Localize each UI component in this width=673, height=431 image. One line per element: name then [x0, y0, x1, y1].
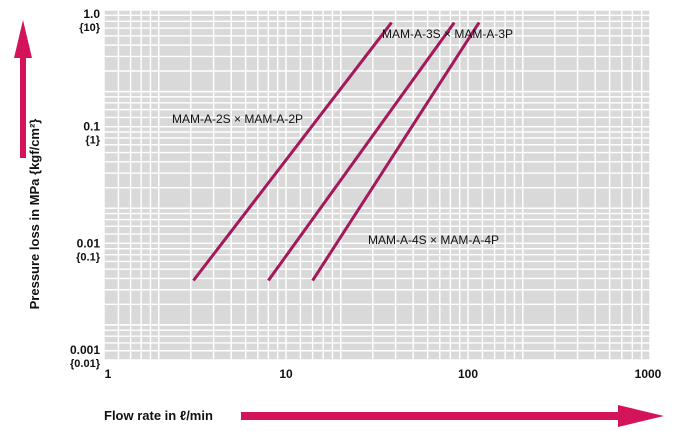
- series-label-4s-4p: MAM-A-4S × MAM-A-4P: [368, 233, 499, 247]
- series-label-3s-3p: MAM-A-3S × MAM-A-3P: [382, 27, 513, 41]
- series-line-1: [192, 21, 393, 282]
- y-tick-label: 0.1: [83, 120, 100, 134]
- series-label-2s-2p: MAM-A-2S × MAM-A-2P: [172, 112, 303, 126]
- y-tick-sublabel: {0.01}: [70, 358, 101, 370]
- y-tick-label: 1.0: [83, 7, 100, 21]
- x-tick-labels: 1 10 100 1000: [105, 367, 662, 381]
- series-line-2: [267, 21, 456, 282]
- y-axis-arrow: [14, 20, 32, 158]
- y-tick-sublabel: {0.1}: [76, 251, 101, 263]
- x-axis-title: Flow rate in ℓ/min: [104, 408, 213, 423]
- x-tick-label: 1: [105, 367, 112, 381]
- plot-background: [104, 10, 650, 360]
- grid-lines: [103, 9, 651, 361]
- y-tick-sublabel: {10}: [79, 22, 101, 34]
- x-tick-label: 10: [279, 367, 293, 381]
- y-tick-label: 0.01: [77, 236, 101, 250]
- series-lines: [192, 21, 481, 282]
- y-tick-label: 0.001: [70, 343, 100, 357]
- x-tick-label: 1000: [635, 367, 662, 381]
- series-line-3: [311, 21, 481, 282]
- x-tick-label: 100: [458, 367, 478, 381]
- y-axis-title: Pressure loss in MPa {kgf/cm²}: [27, 119, 42, 310]
- y-tick-labels: 0.001{0.01} 0.01{0.1} 0.1{1} 1.0{10}: [70, 7, 101, 370]
- y-tick-sublabel: {1}: [85, 135, 100, 147]
- x-axis-arrow: [241, 405, 664, 427]
